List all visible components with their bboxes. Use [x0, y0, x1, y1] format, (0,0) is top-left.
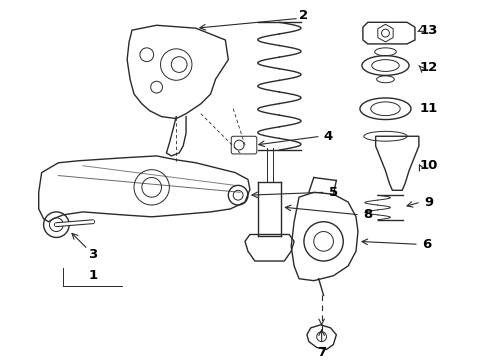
Text: 6: 6 — [422, 238, 431, 251]
Text: 11: 11 — [419, 102, 438, 115]
Text: 2: 2 — [299, 9, 309, 22]
Text: 10: 10 — [419, 159, 438, 172]
Text: 9: 9 — [424, 195, 433, 208]
Text: 3: 3 — [88, 248, 98, 261]
Text: 5: 5 — [329, 186, 338, 199]
Text: 12: 12 — [419, 61, 438, 74]
Text: 7: 7 — [317, 346, 326, 359]
Text: 13: 13 — [419, 24, 438, 37]
Text: 1: 1 — [88, 269, 98, 282]
Text: 4: 4 — [324, 130, 333, 143]
Text: 8: 8 — [363, 208, 372, 221]
